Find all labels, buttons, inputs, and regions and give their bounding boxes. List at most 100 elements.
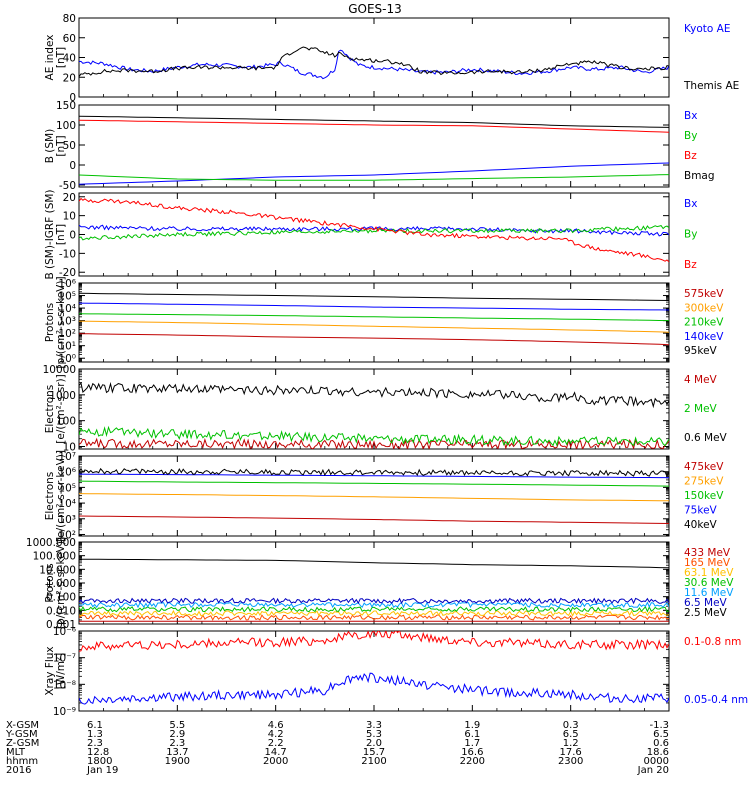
panel-xray-flux: 10⁻⁹ 10⁻⁸ 10⁻⁷ 10⁻⁶ Xray Flux [W/m²] 0.1-0.8 n… [44,626,748,718]
y-tick-label: 100 [56,120,76,132]
y-axis-label: Protons [44,563,56,602]
legend-label: 0.6 MeV [684,432,728,444]
x-table-value: 2000 [263,756,288,767]
x-table-value: 13.7 [166,747,188,758]
y-axis-label: Electrons [44,385,56,434]
legend-label: Bz [684,150,697,162]
x-table-value: 0000 [644,756,669,767]
y-tick-label: 1000.000 [26,537,76,549]
y-tick-label: 10⁶ [58,467,76,479]
legend-label: 210keV [684,317,724,329]
y-tick-label: 100.000 [33,551,76,563]
legend-label: 475keV [684,461,724,473]
x-table-value: 1.3 [87,729,103,740]
x-table-value: 16.6 [461,747,483,758]
legend-label: 433 MeV [684,547,731,559]
series-line-30-6-mev [79,605,669,613]
y-tick-label: 10⁷ [58,451,76,463]
y-axis-label: Electrons [44,472,56,521]
y-axis-label: AE index [44,35,56,81]
y-tick-label: 100 [56,416,76,428]
series-line-40kev [79,467,669,478]
legend-label: 4 MeV [684,374,718,386]
legend-label: Bmag [684,170,715,182]
x-table-value: 1800 [87,756,112,767]
legend-label: 40keV [684,519,718,531]
series-line-210kev [79,313,669,322]
legend-label: 575keV [684,288,724,300]
y-tick-label: 10⁵ [58,482,76,494]
y-tick-label: 1000 [49,390,76,402]
figure-title: GOES-13 [348,2,402,16]
y-tick-label: 10 [63,211,76,223]
y-tick-label: 60 [63,33,76,45]
y-axis-label: [p/(cm²-s-sr-keV)] [55,276,67,368]
x-table-value: 3.3 [366,720,382,731]
x-table-value: 1.7 [464,738,480,749]
legend-label: 63.1 MeV [684,567,734,579]
legend-label: 95keV [684,345,718,357]
legend-label: 75keV [684,505,718,517]
x-table-value: 14.7 [265,747,287,758]
y-axis-label: [p/(cm²-s-sr-keV)] [55,537,67,629]
y-tick-label: 0.001 [46,619,76,631]
x-table-value: 2.2 [268,738,284,749]
y-tick-label: 10 [63,441,76,453]
y-tick-label: 10² [58,328,76,340]
y-tick-label: 0 [69,230,76,242]
x-table-value: 2.0 [366,738,382,749]
y-axis-label: B (SM) [44,129,56,163]
legend-label: By [684,130,697,142]
x-table-row-label: 2016 [6,765,31,776]
x-table-row-label: Z-GSM [6,738,39,749]
legend-label: 6.5 MeV [684,597,728,609]
x-table-value: 6.1 [87,720,103,731]
legend-label: 2 MeV [684,403,718,415]
y-tick-label: 10.000 [39,564,76,576]
y-axis-label: [nT] [55,47,67,68]
y-axis-label: Xray Flux [44,646,56,695]
y-tick-label: 10⁴ [58,303,76,315]
series-line-475kev [79,515,669,524]
legend-label: 11.6 MeV [684,587,734,599]
x-table-row-label: hhmm [6,756,38,767]
y-tick-label: 10⁴ [58,498,76,510]
x-table-row-label: Y-GSM [5,729,38,740]
panel-ae-index: 0 20 40 60 80 AE index [nT] Kyoto AE Themis AE [44,13,739,104]
x-table-value: -1.3 [649,720,669,731]
y-tick-label: 0.010 [46,605,76,617]
x-table-value: 6.5 [563,729,579,740]
y-tick-label: 40 [63,53,76,65]
series-line-0-6-mev [79,381,669,409]
series-line-0-05-0-4-nm [79,672,669,705]
legend-label: 275keV [684,476,724,488]
y-axis-label: [e/(cm²-s-sr-keV)] [55,450,67,542]
x-table-row-label: MLT [6,747,26,758]
y-axis-label: [nT] [55,224,67,245]
y-tick-label: 10⁻⁷ [53,653,76,665]
y-tick-label: 10³ [58,514,76,526]
legend-label: 140keV [684,331,724,343]
y-tick-label: 0 [69,160,76,172]
series-line-6-5-mev [79,597,669,605]
y-tick-label: 10⁶ [58,278,76,290]
y-tick-label: -50 [59,180,76,192]
legend-label: 0.1-0.8 nm [684,636,741,648]
legend-label: 0.05-0.4 nm [684,694,748,706]
series-line-by [79,225,669,241]
x-table-value: 15.7 [363,747,385,758]
x-table-value: 17.6 [560,747,582,758]
legend-label: Bx [684,110,697,122]
series-line-bz [79,119,669,133]
x-table-value: 0.3 [563,720,579,731]
y-tick-label: 10² [58,529,76,541]
legend-label: Kyoto AE [684,23,730,35]
y-tick-label: 10³ [58,316,76,328]
y-tick-label: 80 [63,13,76,25]
y-axis-label: B (SM)-IGRF (SM) [44,189,56,279]
panel-b-sm-igrf: -20 -10 0 10 20 B (SM)-IGRF (SM) [nT] Bx By Bz [44,189,697,279]
legend-label: By [684,229,697,241]
